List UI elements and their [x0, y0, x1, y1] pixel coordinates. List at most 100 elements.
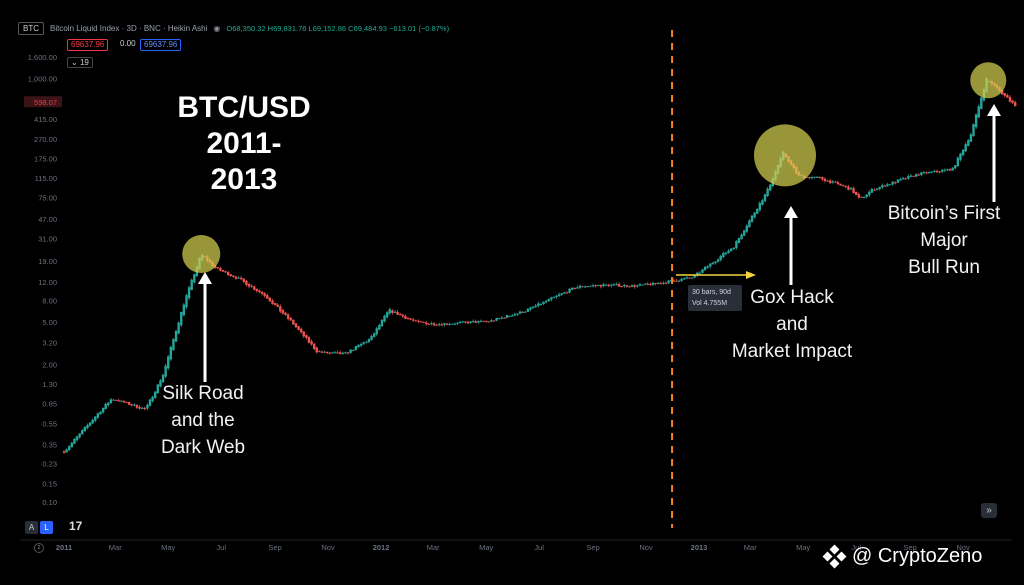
scroll-to-realtime-button[interactable]: » — [981, 503, 997, 518]
candle-body — [521, 311, 524, 313]
candle-body — [883, 185, 887, 187]
candle-body — [503, 317, 506, 319]
sell-price[interactable]: 69637.96 — [67, 39, 109, 51]
x-tick-label: May — [796, 543, 810, 552]
gear-icon[interactable]: z — [34, 543, 44, 553]
candle-body — [284, 312, 287, 315]
candle-body — [698, 272, 702, 274]
candle-body — [748, 220, 751, 228]
candle-body — [907, 176, 910, 179]
candle-body — [904, 178, 907, 180]
x-tick-label: Sep — [586, 543, 599, 552]
candle-body — [393, 311, 397, 313]
candle-body — [920, 172, 923, 176]
candle-body — [685, 277, 689, 279]
candle-body — [589, 285, 592, 287]
candle-body — [96, 413, 100, 418]
candle-body — [956, 157, 960, 167]
candle-body — [570, 287, 574, 290]
candle-body — [891, 181, 894, 185]
candle-body — [417, 320, 420, 322]
candle-body — [727, 250, 730, 254]
candle-body — [581, 286, 584, 288]
x-tick-label: Sep — [268, 543, 281, 552]
candle-body — [878, 186, 881, 189]
candle-body — [565, 292, 569, 294]
indicators-toggle[interactable]: ⌄ 19 — [67, 57, 93, 68]
gox-hack-label: Gox Hack and Market Impact — [712, 284, 872, 365]
candle-body — [620, 286, 623, 288]
candle-body — [133, 404, 136, 406]
candle-body — [354, 346, 358, 351]
candle-body — [534, 305, 537, 308]
candle-body — [219, 267, 222, 271]
candle-body — [365, 341, 368, 343]
candle-body — [860, 196, 863, 198]
candle-body — [1003, 93, 1006, 96]
log-scale-button[interactable]: L — [40, 521, 53, 534]
candle-body — [763, 194, 767, 202]
symbol-search[interactable]: BTC — [18, 21, 44, 35]
candle-body — [933, 170, 936, 172]
binance-logo-icon — [822, 544, 847, 568]
candle-body — [576, 287, 579, 289]
candle-body — [980, 97, 983, 110]
candle-body — [88, 422, 92, 426]
auto-scale-button[interactable]: A — [25, 521, 38, 534]
eye-icon[interactable]: ◉ — [213, 23, 221, 33]
candle-body — [823, 178, 827, 182]
candle-body — [427, 323, 431, 325]
candle-body — [896, 179, 900, 183]
candle-body — [912, 175, 915, 177]
candle-body — [448, 324, 451, 326]
title-line-2: 2011-2013 — [206, 127, 282, 196]
candle-body — [769, 184, 772, 191]
highlight-circles — [182, 62, 1007, 274]
candle-body — [539, 304, 543, 306]
candle-body — [159, 380, 162, 387]
label-line: and — [776, 314, 808, 335]
candle-body — [672, 280, 676, 282]
candle-body — [654, 283, 657, 285]
chart-title[interactable]: Bitcoin Liquid Index · 3D · BNC · Heikin… — [50, 23, 208, 33]
candle-body — [612, 284, 616, 286]
candle-body — [552, 296, 556, 298]
candle-body — [99, 411, 102, 415]
candle-body — [643, 283, 647, 285]
candle-body — [271, 300, 274, 304]
candle-body — [401, 314, 404, 317]
candle-body — [826, 180, 829, 182]
buy-price[interactable]: 69637.96 — [140, 39, 182, 51]
candle-body — [888, 184, 892, 186]
candle-body — [881, 185, 884, 188]
candle-body — [174, 330, 178, 342]
candle-body — [604, 284, 608, 286]
highlight-circle — [182, 235, 221, 274]
candle-body — [229, 274, 232, 277]
candle-body — [602, 284, 605, 287]
candle-body — [849, 187, 853, 189]
candle-body — [109, 399, 113, 404]
candle-body — [724, 252, 728, 255]
chevron-down-icon: ⌄ — [71, 58, 78, 67]
candle-body — [359, 343, 363, 346]
highlight-circle — [753, 124, 816, 187]
candle-body — [557, 294, 561, 297]
candle-body — [425, 322, 428, 325]
candle-body — [101, 407, 105, 413]
candle-body — [432, 323, 436, 326]
candle-body — [83, 426, 87, 432]
candle-body — [443, 323, 446, 325]
candle-body — [484, 321, 488, 323]
candle-body — [659, 283, 662, 285]
candle-body — [378, 325, 381, 330]
candle-body — [143, 407, 146, 409]
candle-body — [409, 318, 412, 320]
candle-body — [951, 167, 954, 171]
measure-arrow-head — [746, 271, 756, 279]
x-tick-label: Jul — [851, 543, 861, 552]
y-tick-label: 12.00 — [38, 278, 57, 287]
candle-body — [328, 352, 332, 354]
candle-body — [438, 324, 441, 326]
